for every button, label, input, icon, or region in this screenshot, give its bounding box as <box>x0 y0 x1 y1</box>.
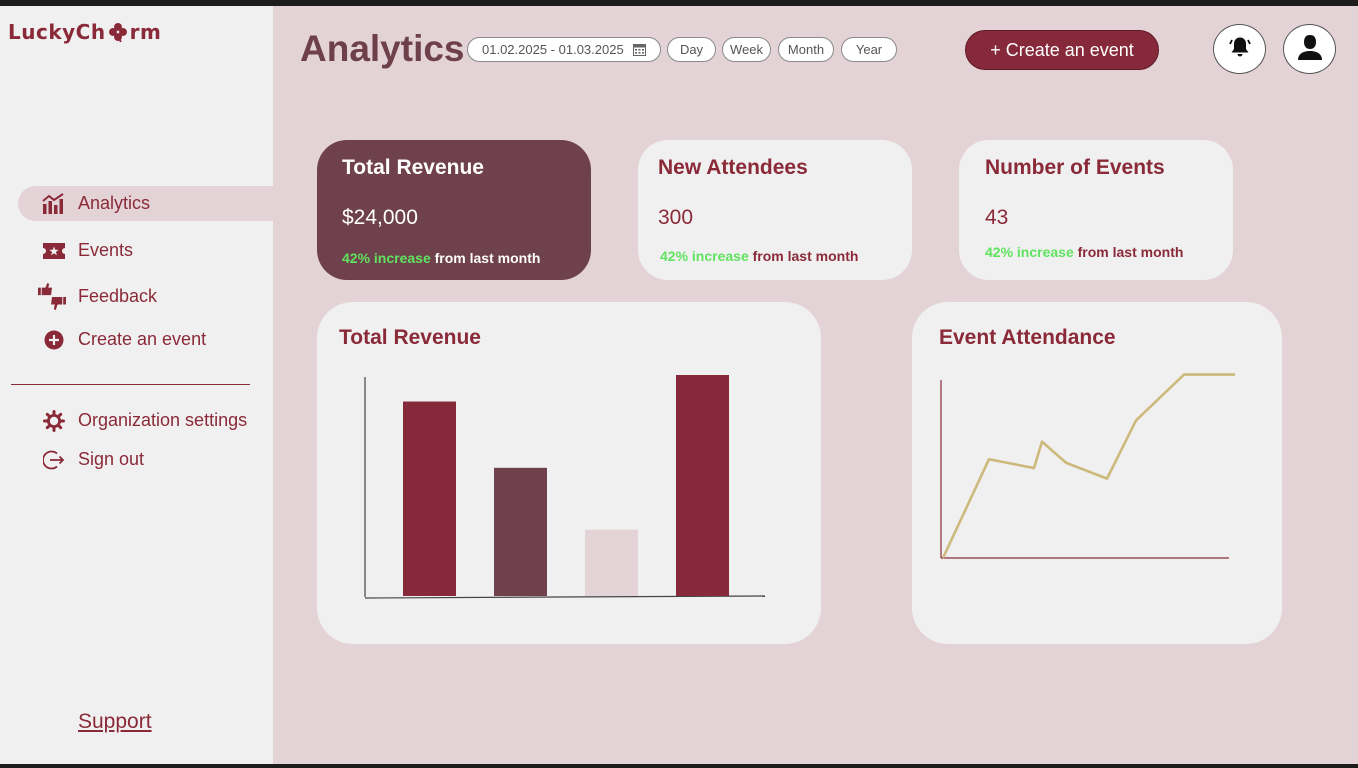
sidebar-item-events[interactable]: Events <box>18 233 273 268</box>
period-day-button[interactable]: Day <box>667 37 716 62</box>
attendance-chart-card: Event Attendance <box>912 302 1282 644</box>
ticket-icon <box>42 239 66 263</box>
stat-delta: 42% increase from last month <box>660 248 858 264</box>
page-title: Analytics <box>300 28 465 69</box>
bar-3 <box>585 529 638 596</box>
revenue-bar-chart <box>364 375 766 599</box>
sidebar-item-label: Create an event <box>78 329 207 349</box>
sidebar-item-create-event[interactable]: Create an event <box>18 322 273 357</box>
create-event-button[interactable]: + Create an event <box>965 30 1159 70</box>
sidebar-item-feedback[interactable]: Feedback <box>18 279 273 314</box>
chart-title: Event Attendance <box>939 326 1116 349</box>
stat-card-number-of-events: Number of Events 43 42% increase from la… <box>959 140 1233 280</box>
period-year-button[interactable]: Year <box>841 37 897 62</box>
profile-button[interactable] <box>1283 24 1336 74</box>
period-month-button[interactable]: Month <box>778 37 834 62</box>
logo[interactable]: LuckyCh rm <box>8 20 161 44</box>
stat-value: 43 <box>985 206 1009 229</box>
sidebar-item-label: Sign out <box>78 449 145 469</box>
stat-suffix: from last month <box>748 248 859 264</box>
clover-icon <box>108 23 127 43</box>
sign-out-icon <box>42 448 66 472</box>
sidebar-item-label: Feedback <box>78 286 158 306</box>
bar-2 <box>494 467 547 596</box>
support-link[interactable]: Support <box>78 710 152 733</box>
app-frame: LuckyCh rm <box>0 6 1358 764</box>
calendar-icon <box>633 43 646 59</box>
stat-value: 300 <box>658 206 694 229</box>
sidebar-item-analytics[interactable]: Analytics <box>18 186 273 221</box>
sidebar-item-organization-settings[interactable]: Organization settings <box>18 403 273 438</box>
notifications-button[interactable] <box>1213 24 1266 74</box>
sidebar-divider <box>11 384 250 385</box>
bell-icon <box>1228 35 1252 64</box>
bar-4 <box>676 375 729 596</box>
attendance-line <box>941 373 1235 559</box>
attendance-line-chart <box>940 373 1235 559</box>
logo-text-right: rm <box>129 20 162 44</box>
date-range-value: 01.02.2025 - 01.03.2025 <box>482 42 624 57</box>
bar-1 <box>403 401 456 596</box>
bar-chart-icon <box>42 192 66 216</box>
revenue-chart-card: Total Revenue <box>317 302 821 644</box>
stat-title: Number of Events <box>985 156 1165 179</box>
stat-card-new-attendees: New Attendees 300 42% increase from last… <box>638 140 912 280</box>
stat-increase: 42% increase <box>342 250 431 266</box>
stat-suffix: from last month <box>1073 244 1184 260</box>
stat-increase: 42% increase <box>985 244 1074 260</box>
stat-card-total-revenue: Total Revenue $24,000 42% increase from … <box>317 140 591 280</box>
sidebar-item-label: Organization settings <box>78 410 248 430</box>
stat-delta: 42% increase from last month <box>985 244 1183 260</box>
date-range-picker[interactable]: 01.02.2025 - 01.03.2025 <box>467 37 661 62</box>
sidebar-item-sign-out[interactable]: Sign out <box>18 442 273 477</box>
stat-value: $24,000 <box>342 206 418 229</box>
thumbs-icon <box>38 282 66 310</box>
sidebar-item-label: Events <box>78 240 134 260</box>
plus-circle-icon <box>42 328 66 352</box>
chart-title: Total Revenue <box>339 326 481 349</box>
stat-title: New Attendees <box>658 156 808 179</box>
x-axis <box>364 595 766 599</box>
gear-icon <box>42 409 66 433</box>
user-avatar-icon <box>1297 33 1323 66</box>
stat-delta: 42% increase from last month <box>342 250 540 266</box>
stat-title: Total Revenue <box>342 156 484 179</box>
sidebar: LuckyCh rm <box>0 6 273 764</box>
period-week-button[interactable]: Week <box>722 37 771 62</box>
sidebar-item-label: Analytics <box>78 193 151 213</box>
stat-suffix: from last month <box>430 250 541 266</box>
logo-text-left: LuckyCh <box>8 20 106 44</box>
stat-increase: 42% increase <box>660 248 749 264</box>
